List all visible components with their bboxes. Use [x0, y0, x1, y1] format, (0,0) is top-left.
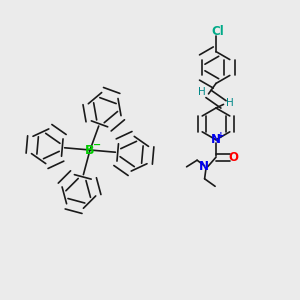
- Text: B: B: [85, 143, 95, 157]
- Text: +: +: [217, 130, 225, 140]
- Text: N: N: [211, 133, 221, 146]
- Text: N: N: [199, 160, 209, 173]
- Text: H: H: [198, 87, 206, 98]
- Text: H: H: [226, 98, 234, 108]
- Text: −: −: [92, 140, 101, 150]
- Text: O: O: [228, 151, 238, 164]
- Text: Cl: Cl: [211, 25, 224, 38]
